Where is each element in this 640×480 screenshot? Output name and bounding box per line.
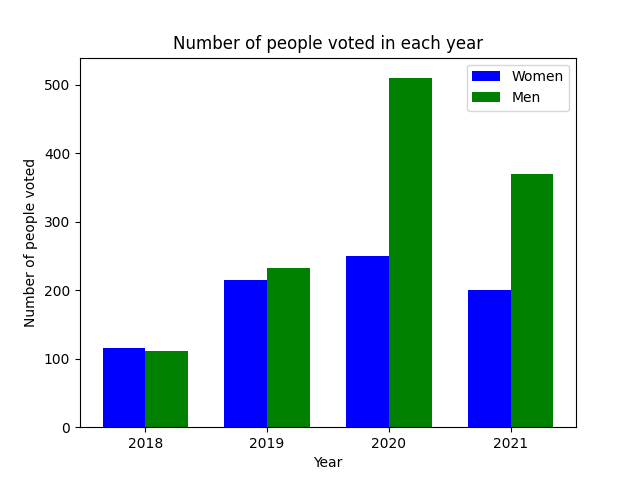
Bar	[346, 256, 389, 427]
Legend: Women, Men: Women, Men	[467, 64, 569, 110]
Title: Number of people voted in each year: Number of people voted in each year	[173, 35, 483, 53]
Bar	[468, 289, 511, 427]
Bar	[145, 350, 188, 427]
Bar	[225, 280, 267, 427]
Bar	[102, 348, 145, 427]
Bar	[389, 78, 431, 427]
X-axis label: Year: Year	[314, 456, 342, 470]
Bar	[511, 174, 554, 427]
Bar	[267, 268, 310, 427]
Y-axis label: Number of people voted: Number of people voted	[24, 158, 38, 327]
